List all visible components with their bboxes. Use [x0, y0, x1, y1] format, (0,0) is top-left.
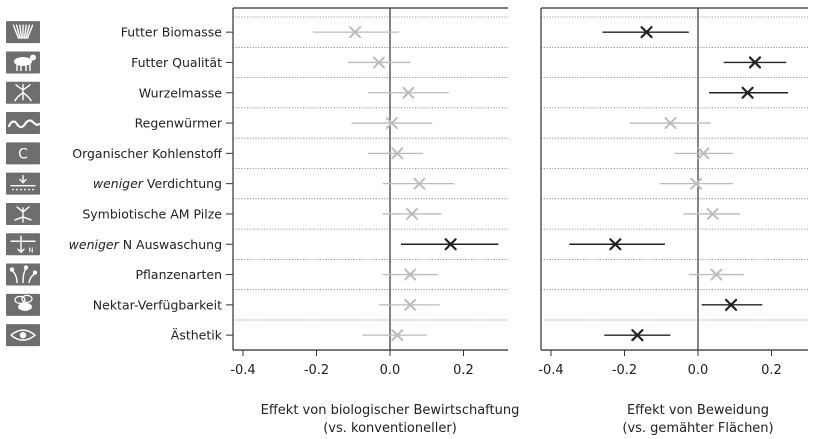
category-label-text: Symbiotische AM Pilze [82, 206, 222, 221]
point-estimate-marker [404, 268, 417, 281]
x-tick-label: -0.4 [230, 363, 255, 378]
bee-icon [6, 293, 40, 316]
point-estimate-marker [385, 117, 398, 130]
x-axis-title: Effekt von biologischer Bewirtschaftung [261, 403, 520, 418]
category-label: Futter Qualität [131, 55, 222, 70]
category-label-text: Futter Qualität [131, 55, 222, 70]
point-estimate-marker [664, 117, 677, 130]
point-estimate-marker [748, 56, 762, 69]
category-label: Regenwürmer [135, 116, 223, 131]
category-label: Symbiotische AM Pilze [82, 206, 222, 221]
category-label: Ästhetik [171, 328, 223, 343]
x-tick-label: -0.4 [538, 363, 563, 378]
soil-compaction-icon [6, 172, 40, 195]
category-label-text: Ästhetik [171, 328, 223, 343]
x-axis-title: Effekt von Beweidung [627, 403, 769, 418]
plant-species-icon [6, 263, 40, 286]
point-estimate-marker [391, 329, 404, 342]
category-label-prefix: weniger [93, 176, 144, 191]
point-estimate-marker [697, 147, 710, 160]
x-axis-subtitle: (vs. gemähter Flächen) [622, 421, 773, 436]
x-tick-label: -0.2 [612, 363, 637, 378]
x-tick-label: 0.0 [688, 363, 709, 378]
point-estimate-marker [391, 147, 404, 160]
category-label-text: Verdichtung [147, 176, 222, 191]
point-estimate-marker [724, 298, 738, 311]
point-estimate-marker [413, 177, 426, 190]
panel-organic-farming: -0.4 -0.2 0.0 0.2 Effekt von biologischer Be… [230, 7, 520, 436]
svg-text:C: C [18, 146, 28, 162]
point-estimate-marker [349, 26, 362, 39]
point-estimate-marker [706, 207, 719, 220]
mycorrhiza-icon [6, 202, 40, 225]
x-tick-label: 0.2 [761, 363, 782, 378]
x-axis-subtitle: (vs. konventioneller) [323, 421, 457, 436]
category-label-text: Organischer Kohlenstoff [72, 146, 222, 161]
category-label: Wurzelmasse [139, 85, 223, 100]
svg-text:N: N [28, 246, 33, 254]
point-estimate-marker [640, 26, 653, 39]
carbon-c-icon: C [6, 142, 40, 165]
nitrogen-leaching-icon: N [6, 233, 40, 256]
x-tick-label: 0.2 [453, 363, 474, 378]
point-estimate-marker [710, 268, 723, 281]
panel-grazing: -0.4 -0.2 0.0 0.2 Effekt von Beweidung (vs. g… [538, 7, 808, 436]
category-rows: Futter Biomasse Futter Qualität Wurzelmass… [6, 21, 233, 347]
point-estimate-marker [690, 177, 703, 190]
category-label-text: Regenwürmer [135, 116, 223, 131]
x-tick-label: -0.2 [304, 363, 329, 378]
grass-biomass-icon [6, 21, 40, 44]
point-estimate-marker [406, 207, 419, 220]
point-estimate-marker [741, 86, 754, 99]
point-estimate-marker [402, 86, 415, 99]
earthworm-icon [6, 112, 41, 135]
point-estimate-marker [609, 238, 622, 251]
category-label-text: N Auswaschung [123, 237, 222, 252]
category-label-text: Nektar-Verfügbarkeit [93, 297, 222, 312]
point-estimate-marker [444, 238, 457, 251]
category-label: Nektar-Verfügbarkeit [93, 297, 222, 312]
x-tick-label: 0.0 [380, 363, 401, 378]
category-label: Pflanzenarten [136, 267, 222, 282]
category-label: weniger N Auswaschung [69, 237, 222, 252]
point-estimate-marker [372, 56, 385, 69]
category-label: weniger Verdichtung [93, 176, 222, 191]
category-label: Futter Biomasse [121, 25, 223, 40]
eye-icon [6, 324, 40, 347]
category-label-text: Wurzelmasse [139, 85, 223, 100]
roots-icon [6, 81, 40, 104]
cow-icon [6, 51, 40, 74]
point-estimate-marker [404, 298, 417, 311]
category-label-text: Futter Biomasse [121, 25, 223, 40]
category-label: Organischer Kohlenstoff [72, 146, 222, 161]
category-label-prefix: weniger [69, 237, 120, 252]
category-label-text: Pflanzenarten [136, 267, 222, 282]
point-estimate-marker [631, 329, 644, 342]
